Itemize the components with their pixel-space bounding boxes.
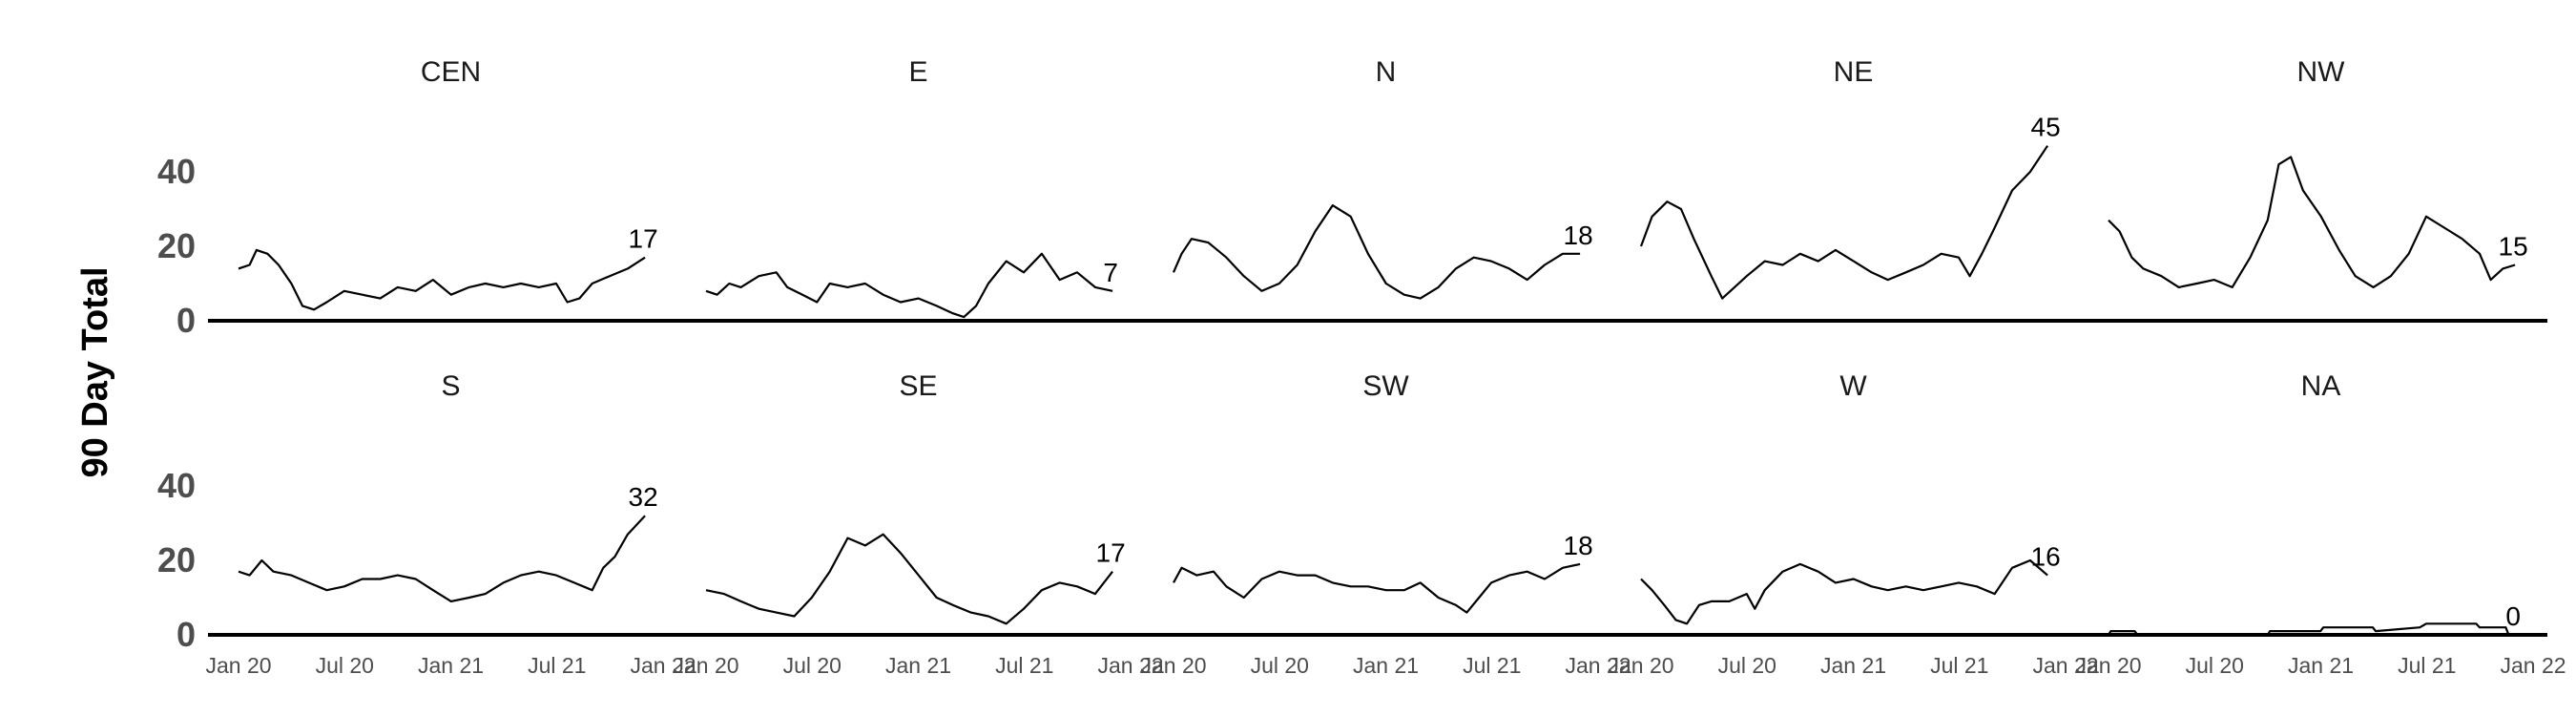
end-value-label: 17 bbox=[1096, 538, 1126, 568]
x-tick-label: Jan 20 bbox=[2075, 653, 2141, 678]
end-value-label: 17 bbox=[629, 224, 658, 254]
panel-title-ne: NE bbox=[1834, 56, 1874, 88]
end-value-label: 18 bbox=[1564, 531, 1593, 560]
y-tick-label: 20 bbox=[157, 226, 196, 265]
x-tick-label: Jan 22 bbox=[2500, 653, 2566, 678]
end-value-label: 45 bbox=[2031, 113, 2061, 142]
x-tick-label: Jul 21 bbox=[1930, 653, 1988, 678]
y-tick-label: 40 bbox=[157, 466, 196, 505]
x-tick-label: Jan 20 bbox=[1608, 653, 1673, 678]
x-tick-label: Jul 20 bbox=[2186, 653, 2244, 678]
y-tick-label: 40 bbox=[157, 152, 196, 191]
panels-group: 0 20 40 CEN 17 E 7 N 18 NE 45 NW 15 0 20 40 S 32 Jan 20 Jul… bbox=[157, 56, 2566, 678]
y-tick-label: 20 bbox=[157, 540, 196, 579]
x-tick-label: Jul 21 bbox=[2398, 653, 2456, 678]
x-tick-label: Jul 20 bbox=[1718, 653, 1776, 678]
series-line-s bbox=[238, 515, 646, 603]
panel-title-na: NA bbox=[2301, 370, 2341, 402]
x-tick-label: Jan 22 bbox=[1565, 653, 1631, 678]
series-line-w bbox=[1640, 558, 2048, 625]
panel-title-sw: SW bbox=[1362, 370, 1409, 402]
x-tick-label: Jan 21 bbox=[418, 653, 484, 678]
series-line-e bbox=[705, 252, 1113, 319]
series-line-nw bbox=[2108, 156, 2516, 288]
series-line-na bbox=[2108, 622, 2516, 637]
x-tick-label: Jul 20 bbox=[783, 653, 841, 678]
x-tick-label: Jul 20 bbox=[316, 653, 374, 678]
x-tick-label: Jul 21 bbox=[1463, 653, 1521, 678]
end-value-label: 0 bbox=[2505, 601, 2521, 631]
series-line-sw bbox=[1173, 562, 1581, 614]
x-tick-label: Jan 22 bbox=[630, 653, 696, 678]
end-value-label: 32 bbox=[629, 482, 658, 512]
series-line-se bbox=[705, 533, 1113, 625]
panel-title-cen: CEN bbox=[421, 56, 481, 88]
panel-title-e: E bbox=[908, 56, 927, 88]
y-axis-label: 90 Day Total bbox=[75, 266, 115, 477]
panel-title-n: N bbox=[1376, 56, 1397, 88]
panel-title-nw: NW bbox=[2297, 56, 2346, 88]
x-tick-label: Jan 22 bbox=[1097, 653, 1163, 678]
x-tick-label: Jan 20 bbox=[673, 653, 738, 678]
series-line-cen bbox=[238, 248, 646, 311]
panel-title-w: W bbox=[1839, 370, 1867, 402]
end-value-label: 7 bbox=[1103, 258, 1118, 287]
x-tick-label: Jul 21 bbox=[995, 653, 1053, 678]
y-tick-label: 0 bbox=[177, 301, 196, 340]
x-tick-label: Jan 22 bbox=[2032, 653, 2098, 678]
end-value-label: 16 bbox=[2031, 542, 2061, 572]
y-tick-label: 0 bbox=[177, 615, 196, 654]
panel-title-se: SE bbox=[899, 370, 937, 402]
x-tick-label: Jan 21 bbox=[885, 653, 951, 678]
x-tick-label: Jan 20 bbox=[205, 653, 271, 678]
x-tick-label: Jul 20 bbox=[1251, 653, 1309, 678]
series-line-n bbox=[1172, 204, 1581, 300]
x-tick-label: Jan 21 bbox=[2288, 653, 2354, 678]
x-tick-label: Jan 20 bbox=[1140, 653, 1206, 678]
x-tick-label: Jan 21 bbox=[1820, 653, 1886, 678]
x-tick-label: Jan 21 bbox=[1353, 653, 1419, 678]
end-value-label: 18 bbox=[1564, 221, 1593, 250]
end-value-label: 15 bbox=[2499, 232, 2528, 262]
series-line-ne bbox=[1639, 145, 2049, 300]
x-tick-label: Jul 21 bbox=[528, 653, 586, 678]
panel-title-s: S bbox=[441, 370, 460, 402]
